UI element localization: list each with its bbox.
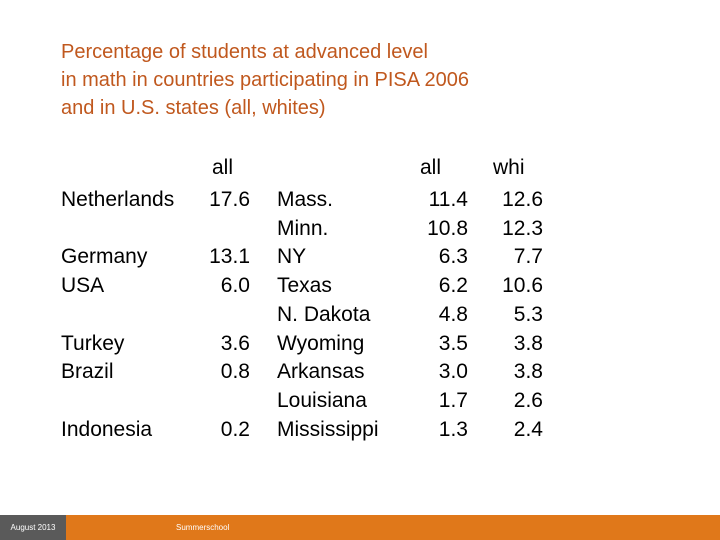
state-all-value: 3.5 xyxy=(438,332,468,355)
state-name: Mississippi xyxy=(277,418,379,441)
state-name: Texas xyxy=(277,274,332,297)
state-name: Minn. xyxy=(277,217,329,240)
states-header-whites: whi xyxy=(493,156,525,179)
country-value: 3.6 xyxy=(220,332,250,355)
state-whites-value: 10.6 xyxy=(502,274,543,297)
state-whites-value: 2.6 xyxy=(513,389,543,412)
state-all-value: 6.3 xyxy=(438,245,468,268)
state-all-value: 3.0 xyxy=(438,360,468,383)
state-all-value: 1.7 xyxy=(438,389,468,412)
state-whites-value: 7.7 xyxy=(513,245,543,268)
country-name: Brazil xyxy=(61,360,114,383)
country-value: 13.1 xyxy=(209,245,250,268)
state-whites-value: 3.8 xyxy=(513,360,543,383)
title-line-2: in math in countries participating in PI… xyxy=(61,69,470,91)
footer-label: Summerschool xyxy=(176,523,230,532)
title-line-3: and in U.S. states (all, whites) xyxy=(61,97,326,119)
state-name: Mass. xyxy=(277,188,334,211)
states-header-all: all xyxy=(420,156,442,179)
state-whites-value: 3.8 xyxy=(513,332,543,355)
country-name: USA xyxy=(61,274,105,297)
state-all-value: 11.4 xyxy=(428,188,468,211)
country-name: Netherlands xyxy=(61,188,175,211)
title-line-1: Percentage of students at advanced level xyxy=(61,41,428,63)
state-name: N. Dakota xyxy=(277,303,371,326)
country-name: Turkey xyxy=(61,332,125,355)
footer-bar: August 2013 Summerschool xyxy=(0,515,720,540)
state-name: Wyoming xyxy=(277,332,365,355)
countries-header-all: all xyxy=(212,156,234,179)
state-name: NY xyxy=(277,245,307,268)
country-value: 0.2 xyxy=(220,418,250,441)
country-value: 6.0 xyxy=(220,274,250,297)
footer-date: August 2013 xyxy=(0,515,66,540)
state-name: Louisiana xyxy=(277,389,367,412)
state-all-value: 6.2 xyxy=(438,274,468,297)
slide-title: Percentage of students at advanced level… xyxy=(61,38,681,122)
state-whites-value: 2.4 xyxy=(513,418,543,441)
state-whites-value: 12.3 xyxy=(502,217,543,240)
country-value: 0.8 xyxy=(220,360,250,383)
state-all-value: 1.3 xyxy=(438,418,468,441)
state-name: Arkansas xyxy=(277,360,365,383)
country-value: 17.6 xyxy=(209,188,250,211)
country-name: Indonesia xyxy=(61,418,153,441)
state-whites-value: 12.6 xyxy=(502,188,543,211)
state-whites-value: 5.3 xyxy=(513,303,543,326)
country-name: Germany xyxy=(61,245,148,268)
state-all-value: 4.8 xyxy=(438,303,468,326)
state-all-value: 10.8 xyxy=(427,217,468,240)
